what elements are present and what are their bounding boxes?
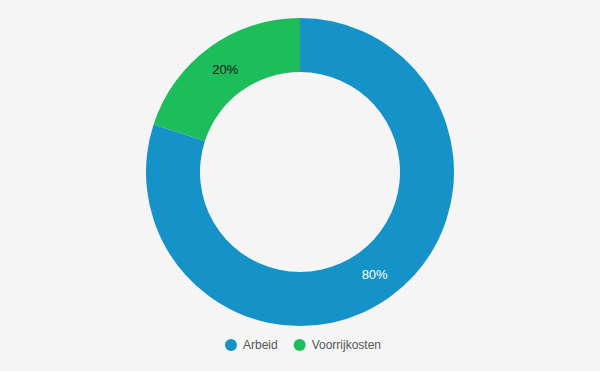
data-label: 80% (362, 267, 388, 282)
legend-item: Arbeid (225, 338, 278, 352)
background (0, 0, 600, 371)
legend-item: Voorrijkosten (294, 338, 381, 352)
legend-marker (225, 339, 237, 351)
donut: 80% 20% (146, 18, 454, 326)
legend-label: Arbeid (243, 338, 278, 352)
slice (154, 18, 300, 141)
legend: Arbeid Voorrijkosten (225, 338, 381, 352)
chart: 80% 20% Arbeid Voorrijkosten (0, 0, 600, 371)
slice (146, 18, 454, 326)
legend-label: Voorrijkosten (312, 338, 381, 352)
legend-marker (294, 339, 306, 351)
data-label: 20% (212, 62, 238, 77)
